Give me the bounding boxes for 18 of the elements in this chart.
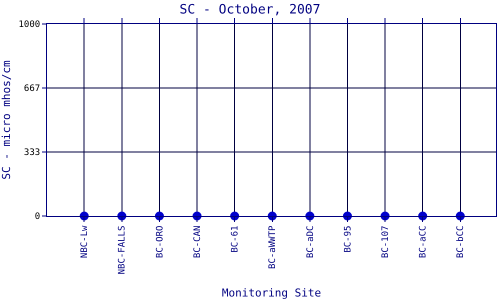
x-tick-label: BC-107 [380, 226, 391, 258]
x-tick-label: NBC-FALLS [118, 226, 128, 274]
y-axis-title: SC - micro mhos/cm [0, 60, 13, 180]
x-tick-label: BC-aCC [418, 226, 429, 258]
y-tick-label: 1000 [18, 20, 40, 30]
y-tick-label: 667 [24, 84, 40, 94]
x-tick-label: BC-95 [343, 226, 354, 253]
chart-title: SC - October, 2007 [180, 2, 320, 18]
x-tick-label: BC-aDC [306, 226, 316, 258]
x-tick-label: NBC-Lw [80, 225, 90, 258]
x-tick-label: BC-aWWTP [268, 225, 278, 269]
y-tick-label: 0 [34, 212, 40, 222]
x-tick-label: BC-61 [230, 226, 241, 253]
x-tick-label: BC-ORO [155, 226, 166, 258]
x-tick-label: BC-CAN [192, 226, 203, 258]
x-tick-label: BC-bCC [456, 226, 466, 258]
x-axis-title: Monitoring Site [222, 286, 322, 300]
y-tick-label: 333 [24, 148, 40, 158]
